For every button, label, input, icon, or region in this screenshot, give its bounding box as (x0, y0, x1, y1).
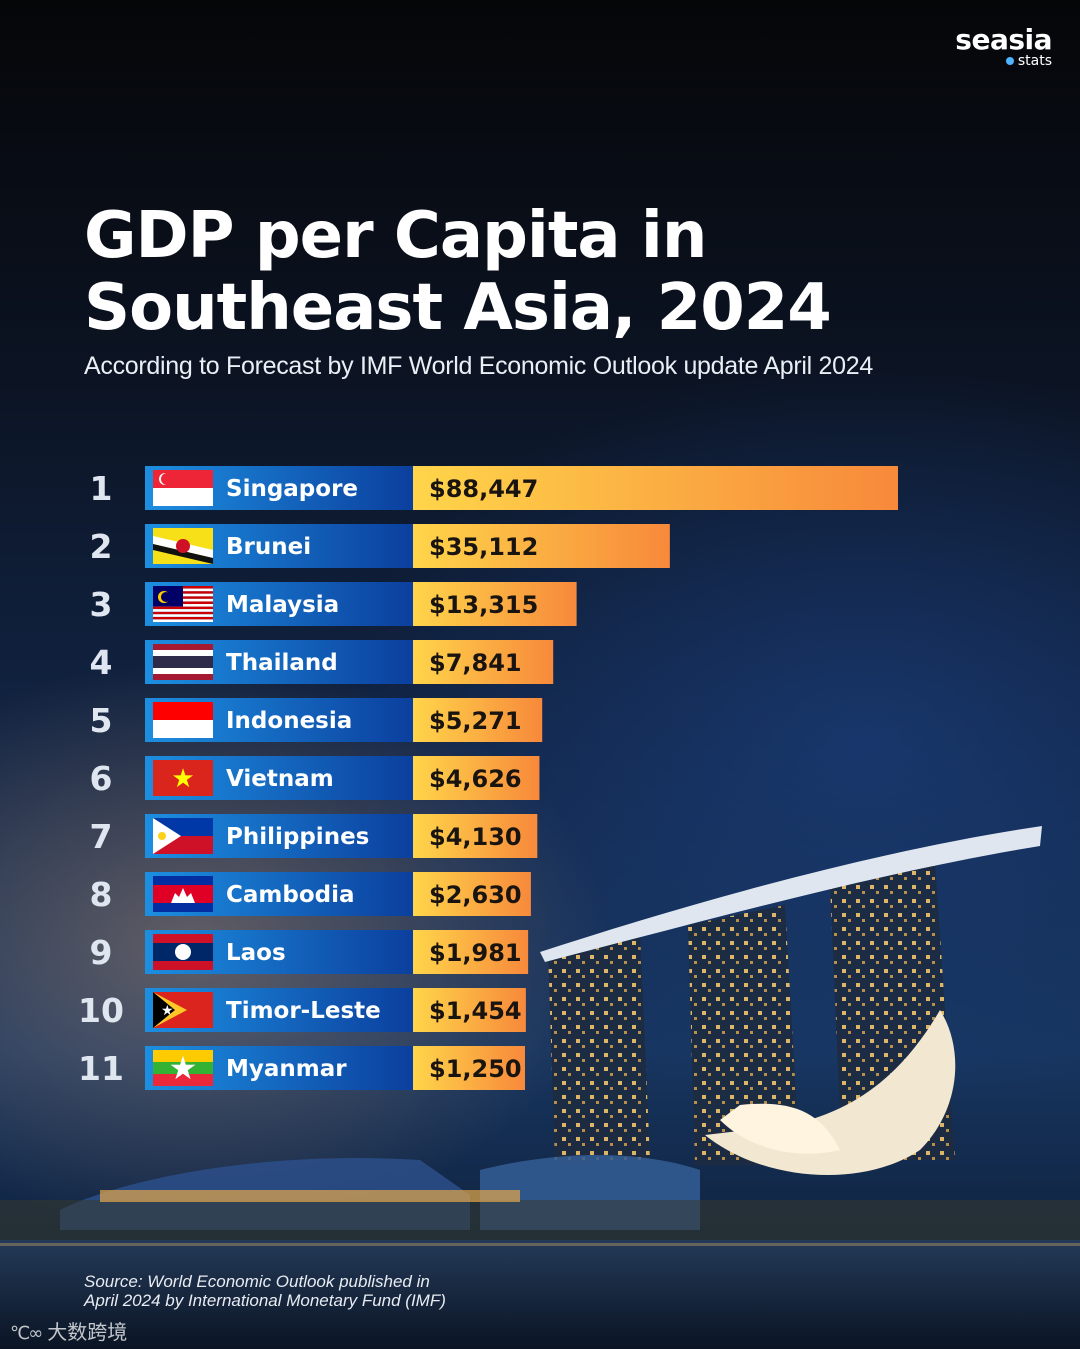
value-bar (413, 1046, 525, 1090)
value-bar (413, 524, 670, 568)
country-label: Brunei (226, 534, 311, 560)
thailand-flag-icon (153, 644, 213, 680)
rank-label: 9 (90, 933, 113, 972)
country-label: Laos (226, 940, 286, 966)
value-label: $7,841 (429, 649, 522, 677)
value-label: $5,271 (429, 707, 522, 735)
country-label: Vietnam (226, 766, 334, 792)
brand-name: seasia (955, 23, 1052, 56)
country-label: Cambodia (226, 882, 355, 908)
country-label: Timor-Leste (226, 998, 381, 1024)
country-label: Thailand (226, 650, 338, 676)
svg-text:★: ★ (171, 764, 194, 794)
brand-dot-icon (1005, 57, 1014, 65)
source-note: Source: World Economic Outlook published… (84, 1272, 504, 1310)
page-subtitle: According to Forecast by IMF World Econo… (84, 352, 873, 380)
brunei-flag-icon (153, 528, 213, 564)
value-label: $35,112 (429, 533, 538, 561)
malaysia-flag-icon (153, 586, 213, 622)
watermark-label: 大数跨境 (47, 1320, 128, 1344)
page-title: GDP per Capita in Southeast Asia, 2024 (84, 200, 984, 344)
brand-logo: seasia stats (955, 26, 1052, 69)
value-bar (413, 988, 526, 1032)
value-bar (413, 930, 529, 974)
title-line-1: GDP per Capita in (84, 199, 707, 273)
brand-sub-label: stats (1017, 53, 1052, 69)
country-label: Singapore (226, 476, 358, 502)
rank-label: 5 (90, 701, 113, 740)
brand-sub: stats (955, 53, 1052, 69)
value-bar (413, 466, 898, 510)
rank-label: 1 (90, 469, 113, 508)
value-bar (413, 756, 540, 800)
rank-label: 10 (78, 991, 124, 1030)
value-bar (413, 814, 538, 858)
value-label: $1,250 (429, 1055, 522, 1083)
timor-leste-flag-icon: ★ (153, 992, 213, 1028)
myanmar-flag-icon: ★ (153, 1049, 213, 1087)
country-label: Malaysia (226, 592, 339, 618)
rank-label: 8 (90, 875, 113, 914)
svg-text:★: ★ (161, 1003, 174, 1019)
indonesia-flag-icon (153, 702, 213, 738)
value-bar (413, 640, 554, 684)
rank-label: 6 (90, 759, 113, 798)
value-label: $4,626 (429, 765, 522, 793)
title-line-2: Southeast Asia, 2024 (84, 271, 832, 345)
value-bar (413, 582, 577, 626)
value-label: $2,630 (429, 881, 522, 909)
value-label: $1,454 (429, 997, 522, 1025)
value-label: $4,130 (429, 823, 522, 851)
value-bar (413, 872, 531, 916)
country-label: Philippines (226, 824, 369, 850)
value-label: $88,447 (429, 475, 538, 503)
watermark-logo-icon: ℃∞ (10, 1323, 43, 1344)
svg-text:★: ★ (169, 1049, 198, 1087)
source-line-2: April 2024 by International Monetary Fun… (84, 1291, 446, 1310)
rank-label: 3 (90, 585, 113, 624)
rank-label: 11 (78, 1049, 124, 1088)
singapore-flag-icon (153, 470, 213, 506)
laos-flag-icon (153, 934, 213, 970)
rank-label: 4 (90, 643, 113, 682)
value-label: $13,315 (429, 591, 538, 619)
country-label: Indonesia (226, 708, 352, 734)
rank-label: 7 (90, 817, 113, 856)
cambodia-flag-icon (153, 876, 213, 912)
source-line-1: Source: World Economic Outlook published… (84, 1272, 430, 1291)
philippines-flag-icon (153, 818, 213, 854)
value-bar (413, 698, 543, 742)
value-label: $1,981 (429, 939, 522, 967)
country-label: Myanmar (226, 1056, 347, 1082)
vietnam-flag-icon: ★ (153, 760, 213, 796)
watermark: ℃∞ 大数跨境 (10, 1316, 127, 1345)
rank-label: 2 (90, 527, 113, 566)
